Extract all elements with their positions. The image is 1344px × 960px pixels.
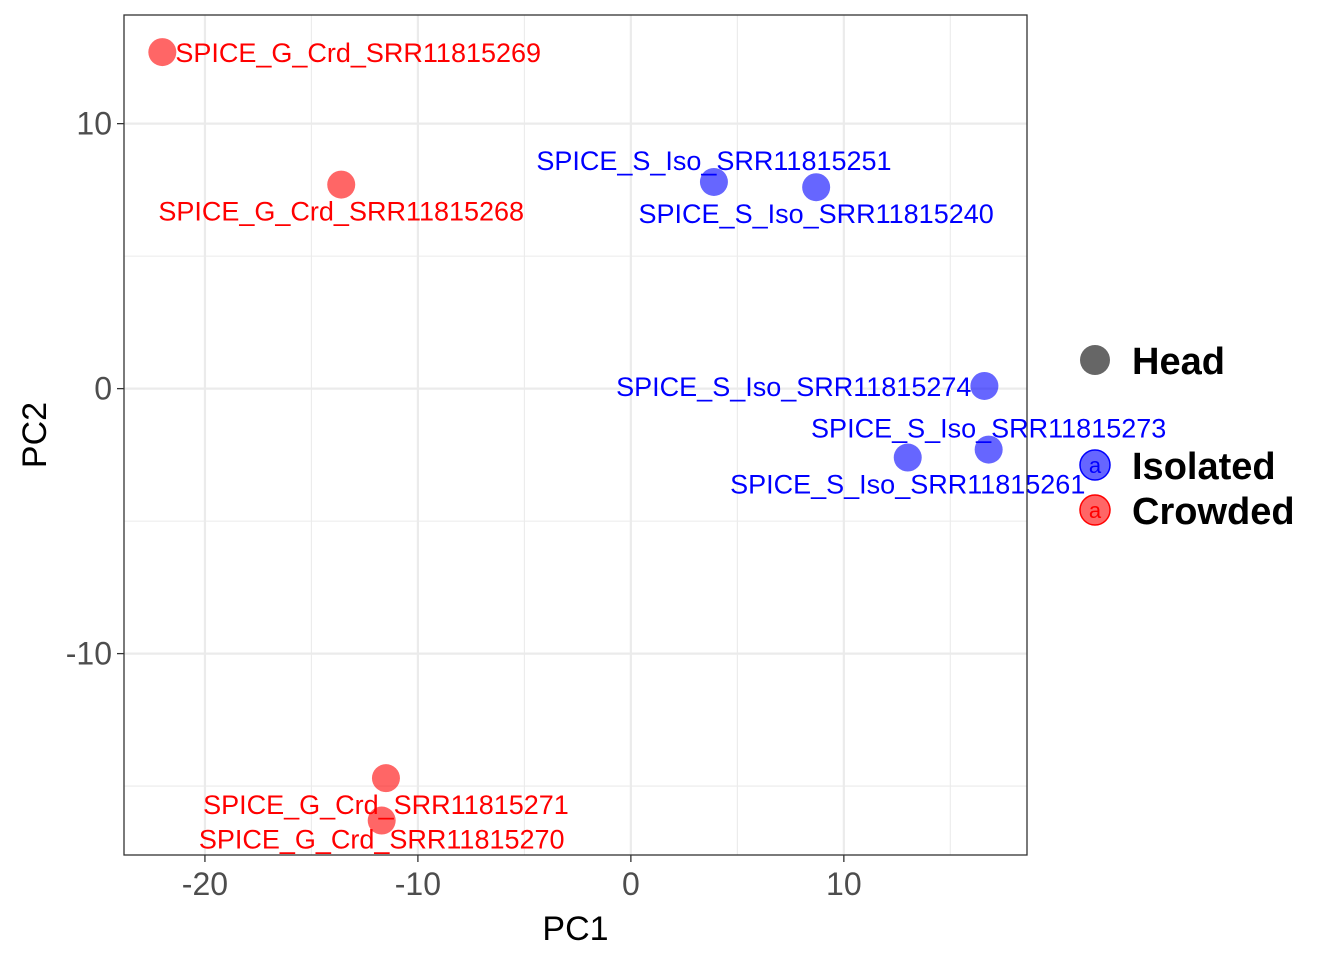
legend-key-color: [1079, 449, 1111, 481]
y-axis-title: PC2: [16, 402, 54, 468]
y-tick-label: 10: [76, 106, 112, 142]
x-tick-label: 0: [622, 866, 640, 902]
data-point: [699, 167, 728, 196]
point-label: SPICE_S_Iso_SRR11815251: [536, 146, 891, 176]
axes: -20 -10 0 10 -10 0 10: [66, 106, 862, 902]
y-tick-label: 0: [94, 371, 112, 407]
data-point: [327, 170, 356, 199]
x-tick-label: -20: [182, 866, 228, 902]
x-axis-title: PC1: [542, 910, 608, 948]
data-point: [367, 806, 396, 835]
point-label: SPICE_G_Crd_SRR11815270: [199, 825, 565, 855]
x-tick-label: 10: [826, 866, 862, 902]
data-point: [974, 435, 1003, 464]
plot-panel: SPICE_G_Crd_SRR11815269 SPICE_G_Crd_SRR11…: [123, 14, 1166, 856]
legend-key-shape: [1080, 345, 1110, 375]
point-label: SPICE_G_Crd_SRR11815271: [203, 790, 569, 820]
panel-background: [124, 15, 1027, 855]
data-points: [148, 38, 1003, 835]
point-labels: SPICE_G_Crd_SRR11815269 SPICE_G_Crd_SRR11…: [158, 38, 1166, 854]
data-point: [371, 764, 400, 793]
legend-label: Crowded: [1132, 491, 1295, 533]
data-point: [148, 38, 177, 67]
point-label: SPICE_S_Iso_SRR11815240: [639, 199, 994, 229]
point-label: SPICE_G_Crd_SRR11815268: [158, 197, 524, 227]
legend-key-glyph: a: [1089, 498, 1102, 523]
point-label: SPICE_S_Iso_SRR11815273: [811, 414, 1166, 444]
x-tick-label: -10: [395, 866, 441, 902]
legend-label: Head: [1132, 341, 1225, 383]
data-point: [893, 443, 922, 472]
legend-key-glyph: a: [1089, 453, 1102, 478]
legend-key-color: [1079, 494, 1111, 526]
legend: Head a Isolated a Crowded: [1079, 341, 1295, 533]
grid-lines: [124, 15, 1027, 855]
legend-label: Isolated: [1132, 446, 1276, 488]
data-point: [970, 371, 999, 400]
point-label: SPICE_G_Crd_SRR11815269: [175, 38, 541, 68]
y-tick-label: -10: [66, 636, 112, 672]
panel-border: [123, 14, 1028, 856]
data-point: [802, 173, 831, 202]
point-label: SPICE_S_Iso_SRR11815274: [616, 372, 971, 402]
point-label: SPICE_S_Iso_SRR11815261: [730, 470, 1085, 500]
